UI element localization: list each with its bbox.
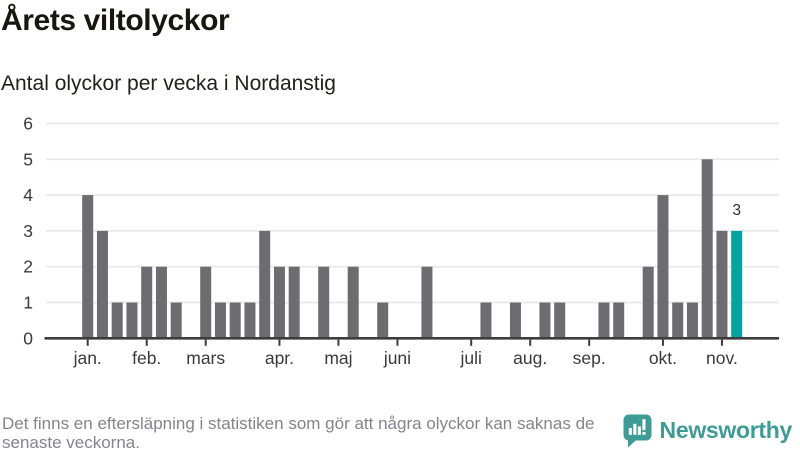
bar	[421, 266, 433, 339]
y-axis-label: 6	[23, 114, 33, 134]
bar	[273, 266, 285, 339]
bar	[288, 266, 300, 339]
footnote-line-2: senaste veckorna.	[2, 433, 140, 450]
month-label: nov.	[706, 348, 738, 368]
month-label: juni	[383, 348, 411, 368]
bar	[509, 302, 521, 339]
bar	[214, 302, 226, 339]
y-axis-label: 1	[23, 293, 33, 313]
bar	[554, 302, 566, 339]
bar	[141, 266, 153, 339]
y-axis-label: 5	[23, 149, 33, 169]
bar	[96, 230, 108, 339]
newsworthy-bubble-chart-icon	[623, 414, 652, 448]
bar	[347, 266, 359, 339]
bar	[657, 195, 669, 339]
bar	[701, 159, 713, 339]
bar	[642, 266, 654, 339]
month-label: sep.	[573, 348, 606, 368]
month-label: mars	[186, 348, 225, 368]
bar	[229, 302, 241, 339]
month-label: feb.	[132, 348, 161, 368]
page-subtitle: Antal olyckor per vecka i Nordanstig	[1, 72, 336, 95]
newsworthy-wordmark: Newsworthy	[659, 417, 793, 443]
month-label: aug.	[513, 348, 547, 368]
bar	[259, 230, 271, 339]
highlight-value-label: 3	[732, 202, 741, 219]
bar	[82, 195, 94, 339]
bar	[598, 302, 610, 339]
newsworthy-logo: Newsworthy	[623, 414, 792, 448]
month-label: jan.	[73, 348, 102, 368]
bar	[716, 230, 728, 339]
bar	[686, 302, 698, 339]
y-axis-label: 4	[23, 185, 33, 205]
y-axis-label: 2	[23, 257, 33, 277]
y-axis-label: 3	[23, 221, 33, 241]
bar	[126, 302, 138, 339]
bar	[672, 302, 684, 339]
footnote-line-1: Det finns en eftersläpning i statistiken…	[2, 414, 595, 433]
month-label: okt.	[649, 348, 677, 368]
bar	[244, 302, 256, 339]
page-title: Årets viltolyckor	[1, 4, 230, 37]
bar	[155, 266, 167, 339]
bar	[111, 302, 123, 339]
bar	[613, 302, 625, 339]
month-label: maj	[324, 348, 352, 368]
bar	[539, 302, 551, 339]
bar	[318, 266, 330, 339]
bar	[200, 266, 212, 339]
month-label: apr.	[265, 348, 294, 368]
highlight-bar	[731, 230, 743, 339]
month-label: juli	[459, 348, 481, 368]
bar	[170, 302, 182, 339]
bar	[480, 302, 492, 339]
bar	[377, 302, 389, 339]
y-axis-label: 0	[23, 328, 33, 348]
footnote: Det finns en eftersläpning i statistiken…	[2, 414, 634, 450]
